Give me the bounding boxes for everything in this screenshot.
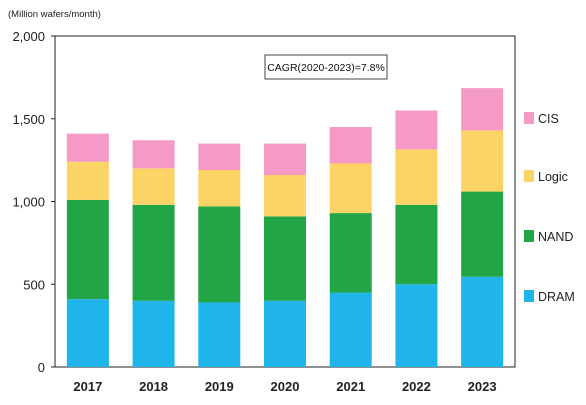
bar-dram-2020 [264, 300, 306, 367]
legend-label-nand: NAND [538, 230, 573, 244]
bar-logic-2018 [132, 168, 175, 205]
bar-nand-2018 [132, 204, 175, 301]
legend-swatch-cis [524, 112, 534, 124]
bar-logic-2023 [461, 130, 504, 192]
bar-logic-2017 [66, 161, 109, 200]
bar-dram-2018 [132, 300, 175, 367]
x-tick-label: 2022 [402, 379, 431, 394]
bar-dram-2019 [198, 302, 241, 367]
bar-nand-2017 [66, 199, 109, 300]
bar-cis-2021 [329, 127, 372, 164]
y-unit-label: (Million wafers/month) [8, 9, 101, 20]
x-tick-label: 2017 [73, 379, 102, 394]
legend-swatch-logic [524, 170, 534, 182]
bar-cis-2019 [198, 143, 241, 171]
bar-dram-2021 [329, 292, 372, 367]
x-tick-label: 2020 [271, 379, 300, 394]
bar-dram-2022 [395, 284, 438, 367]
bar-logic-2020 [264, 175, 306, 217]
bar-cis-2017 [66, 133, 109, 162]
legend-swatch-nand [524, 230, 534, 242]
bar-dram-2017 [66, 299, 109, 367]
bar-cis-2023 [461, 88, 504, 131]
bar-logic-2019 [198, 170, 241, 207]
y-tick-label: 2,000 [12, 29, 45, 44]
bar-cis-2022 [395, 110, 438, 150]
legend-label-dram: DRAM [538, 290, 575, 304]
bar-cis-2020 [264, 143, 306, 176]
bar-nand-2019 [198, 206, 241, 303]
legend-swatch-dram [524, 290, 534, 302]
legend-label-cis: CIS [538, 112, 559, 126]
legend-label-logic: Logic [538, 170, 568, 184]
x-tick-label: 2018 [139, 379, 168, 394]
y-tick-label: 1,000 [12, 195, 45, 210]
y-tick-label: 0 [38, 360, 45, 375]
bar-logic-2021 [329, 163, 372, 214]
x-tick-label: 2023 [468, 379, 497, 394]
bar-nand-2021 [329, 213, 372, 293]
bar-nand-2023 [461, 191, 504, 277]
y-tick-label: 500 [23, 277, 45, 292]
bar-nand-2020 [264, 216, 306, 301]
bar-nand-2022 [395, 204, 438, 285]
x-tick-label: 2019 [205, 379, 234, 394]
annotation-text: CAGR(2020-2023)=7.8% [267, 62, 385, 74]
bar-cis-2018 [132, 140, 175, 169]
bar-dram-2023 [461, 276, 504, 367]
x-tick-label: 2021 [336, 379, 365, 394]
y-tick-label: 1,500 [12, 112, 45, 127]
annotation-box [264, 54, 388, 80]
bar-logic-2022 [395, 149, 438, 205]
